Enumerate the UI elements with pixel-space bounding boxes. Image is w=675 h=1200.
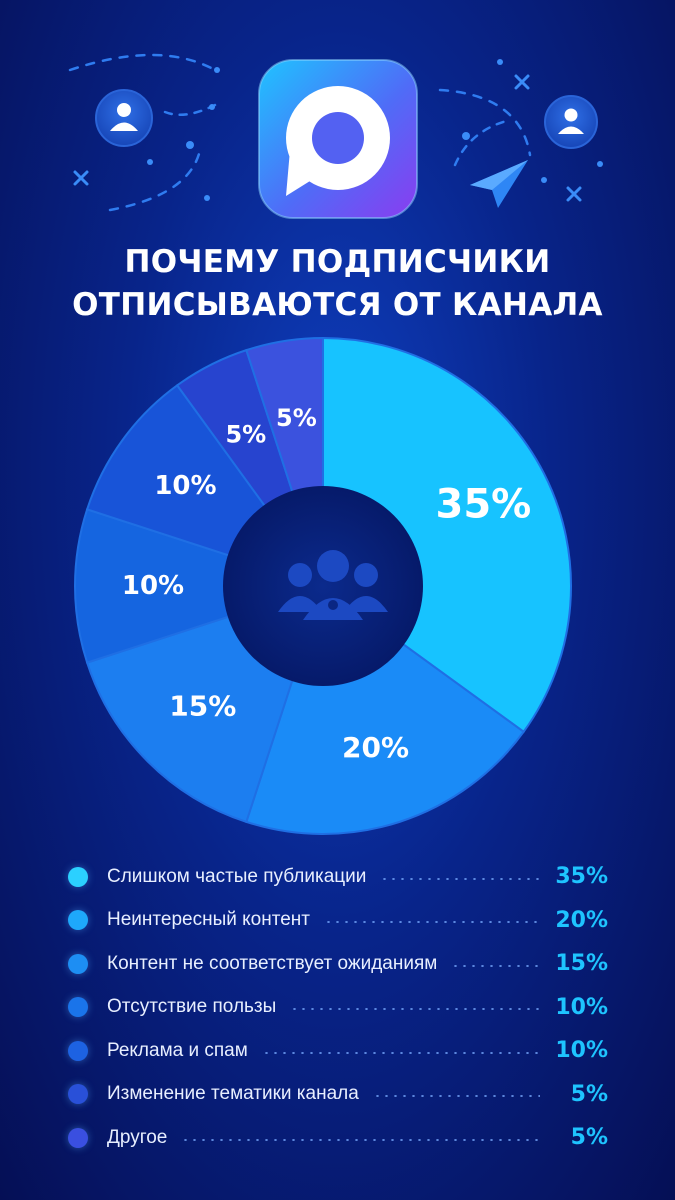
legend-label: Слишком частые публикации <box>107 865 367 887</box>
slice-label-1: 35% <box>436 481 532 527</box>
chart-legend: Слишком частые публикации 35% Неинтересный… <box>68 855 608 1160</box>
legend-label: Реклама и спам <box>107 1039 248 1061</box>
legend-row: Неинтересный контент 20% <box>68 899 608 943</box>
legend-row: Реклама и спам 10% <box>68 1029 608 1073</box>
chat-bubble-app-icon <box>258 59 418 219</box>
legend-label: Изменение тематики канала <box>107 1083 359 1105</box>
legend-dot <box>68 910 88 931</box>
user-icon <box>544 95 598 149</box>
legend-value: 10% <box>555 1038 608 1064</box>
legend-dot <box>68 1040 88 1061</box>
legend-dot <box>68 1084 88 1105</box>
legend-row: Другое 5% <box>68 1116 608 1160</box>
legend-leader <box>181 1138 540 1141</box>
legend-label: Контент не соответствует ожиданиям <box>107 952 438 974</box>
slice-label-5: 10% <box>154 471 216 501</box>
legend-value: 10% <box>555 994 608 1020</box>
slice-label-6: 5% <box>225 421 266 449</box>
audience-group-icon <box>278 550 388 620</box>
legend-dot <box>68 997 88 1018</box>
legend-value: 20% <box>555 907 608 933</box>
page-title-line-1: ПОЧЕМУ ПОДПИСЧИКИ <box>124 244 551 280</box>
legend-leader <box>380 877 540 880</box>
legend-dot <box>68 953 88 974</box>
donut-hole <box>223 486 423 686</box>
slice-label-4: 10% <box>122 571 184 601</box>
user-icon <box>95 89 153 147</box>
donut-chart: 35% 20% 15% 10% 10% 5% 5% <box>74 336 572 835</box>
legend-row: Контент не соответствует ожиданиям 15% <box>68 942 608 986</box>
slice-label-2: 20% <box>342 731 409 764</box>
legend-dot <box>68 1127 88 1148</box>
legend-label: Неинтересный контент <box>107 909 310 931</box>
legend-label: Отсутствие пользы <box>107 996 277 1018</box>
page-title-line-2: ОТПИСЫВАЮТСЯ ОТ КАНАЛА <box>72 287 603 323</box>
legend-value: 35% <box>555 864 608 890</box>
legend-value: 5% <box>570 1125 608 1151</box>
legend-label: Другое <box>107 1126 168 1148</box>
legend-value: 15% <box>555 951 608 977</box>
legend-leader <box>372 1095 540 1098</box>
paper-plane-icon <box>470 160 528 208</box>
legend-row: Отсутствие пользы 10% <box>68 986 608 1030</box>
legend-leader <box>323 921 540 924</box>
header-decoration <box>68 53 603 219</box>
legend-dot <box>68 866 88 887</box>
legend-row: Слишком частые публикации 35% <box>68 855 608 899</box>
slice-label-7: 5% <box>276 404 317 432</box>
slice-label-3: 15% <box>169 690 236 723</box>
legend-value: 5% <box>570 1081 608 1107</box>
legend-row: Изменение тематики канала 5% <box>68 1073 608 1117</box>
legend-leader <box>261 1051 540 1054</box>
legend-leader <box>451 964 540 967</box>
legend-leader <box>290 1008 540 1011</box>
